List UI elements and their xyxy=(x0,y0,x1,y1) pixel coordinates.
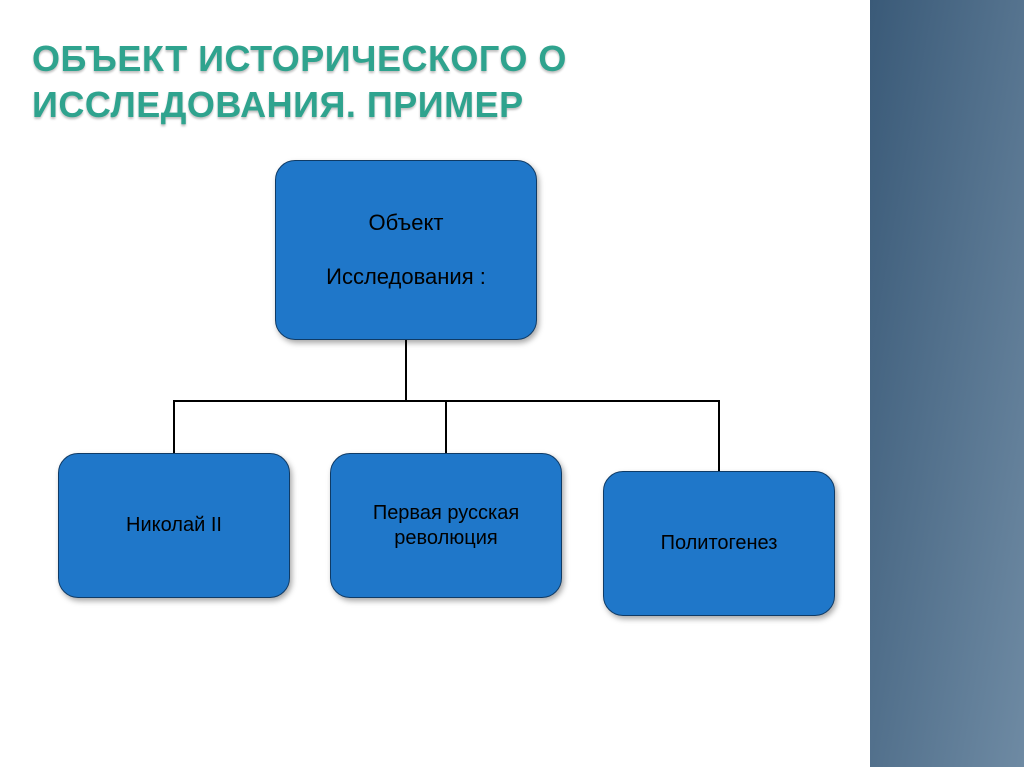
title-line-1: Объект исторического о xyxy=(32,36,567,82)
child-node-1: Первая русская революция xyxy=(330,453,562,598)
slide-title: Объект исторического о исследования. При… xyxy=(32,36,567,128)
child-node-2: Политогенез xyxy=(603,471,835,616)
root-node-text-bottom: Исследования : xyxy=(326,264,486,290)
slide: Объект исторического о исследования. При… xyxy=(0,0,1024,767)
child-node-1-label: Первая русская революция xyxy=(331,501,561,551)
connector-child-1 xyxy=(445,400,447,453)
root-node-text-top: Объект xyxy=(369,210,444,236)
root-node: Объект Исследования : xyxy=(275,160,537,340)
connector-child-2 xyxy=(718,400,720,471)
child-node-0: Николай II xyxy=(58,453,290,598)
title-line-2: исследования. Пример xyxy=(32,82,567,128)
connector-child-0 xyxy=(173,400,175,453)
child-node-2-label: Политогенез xyxy=(651,531,788,556)
connector-root-drop xyxy=(405,340,407,400)
child-node-0-label: Николай II xyxy=(116,513,232,538)
side-decor-panel xyxy=(870,0,1024,767)
